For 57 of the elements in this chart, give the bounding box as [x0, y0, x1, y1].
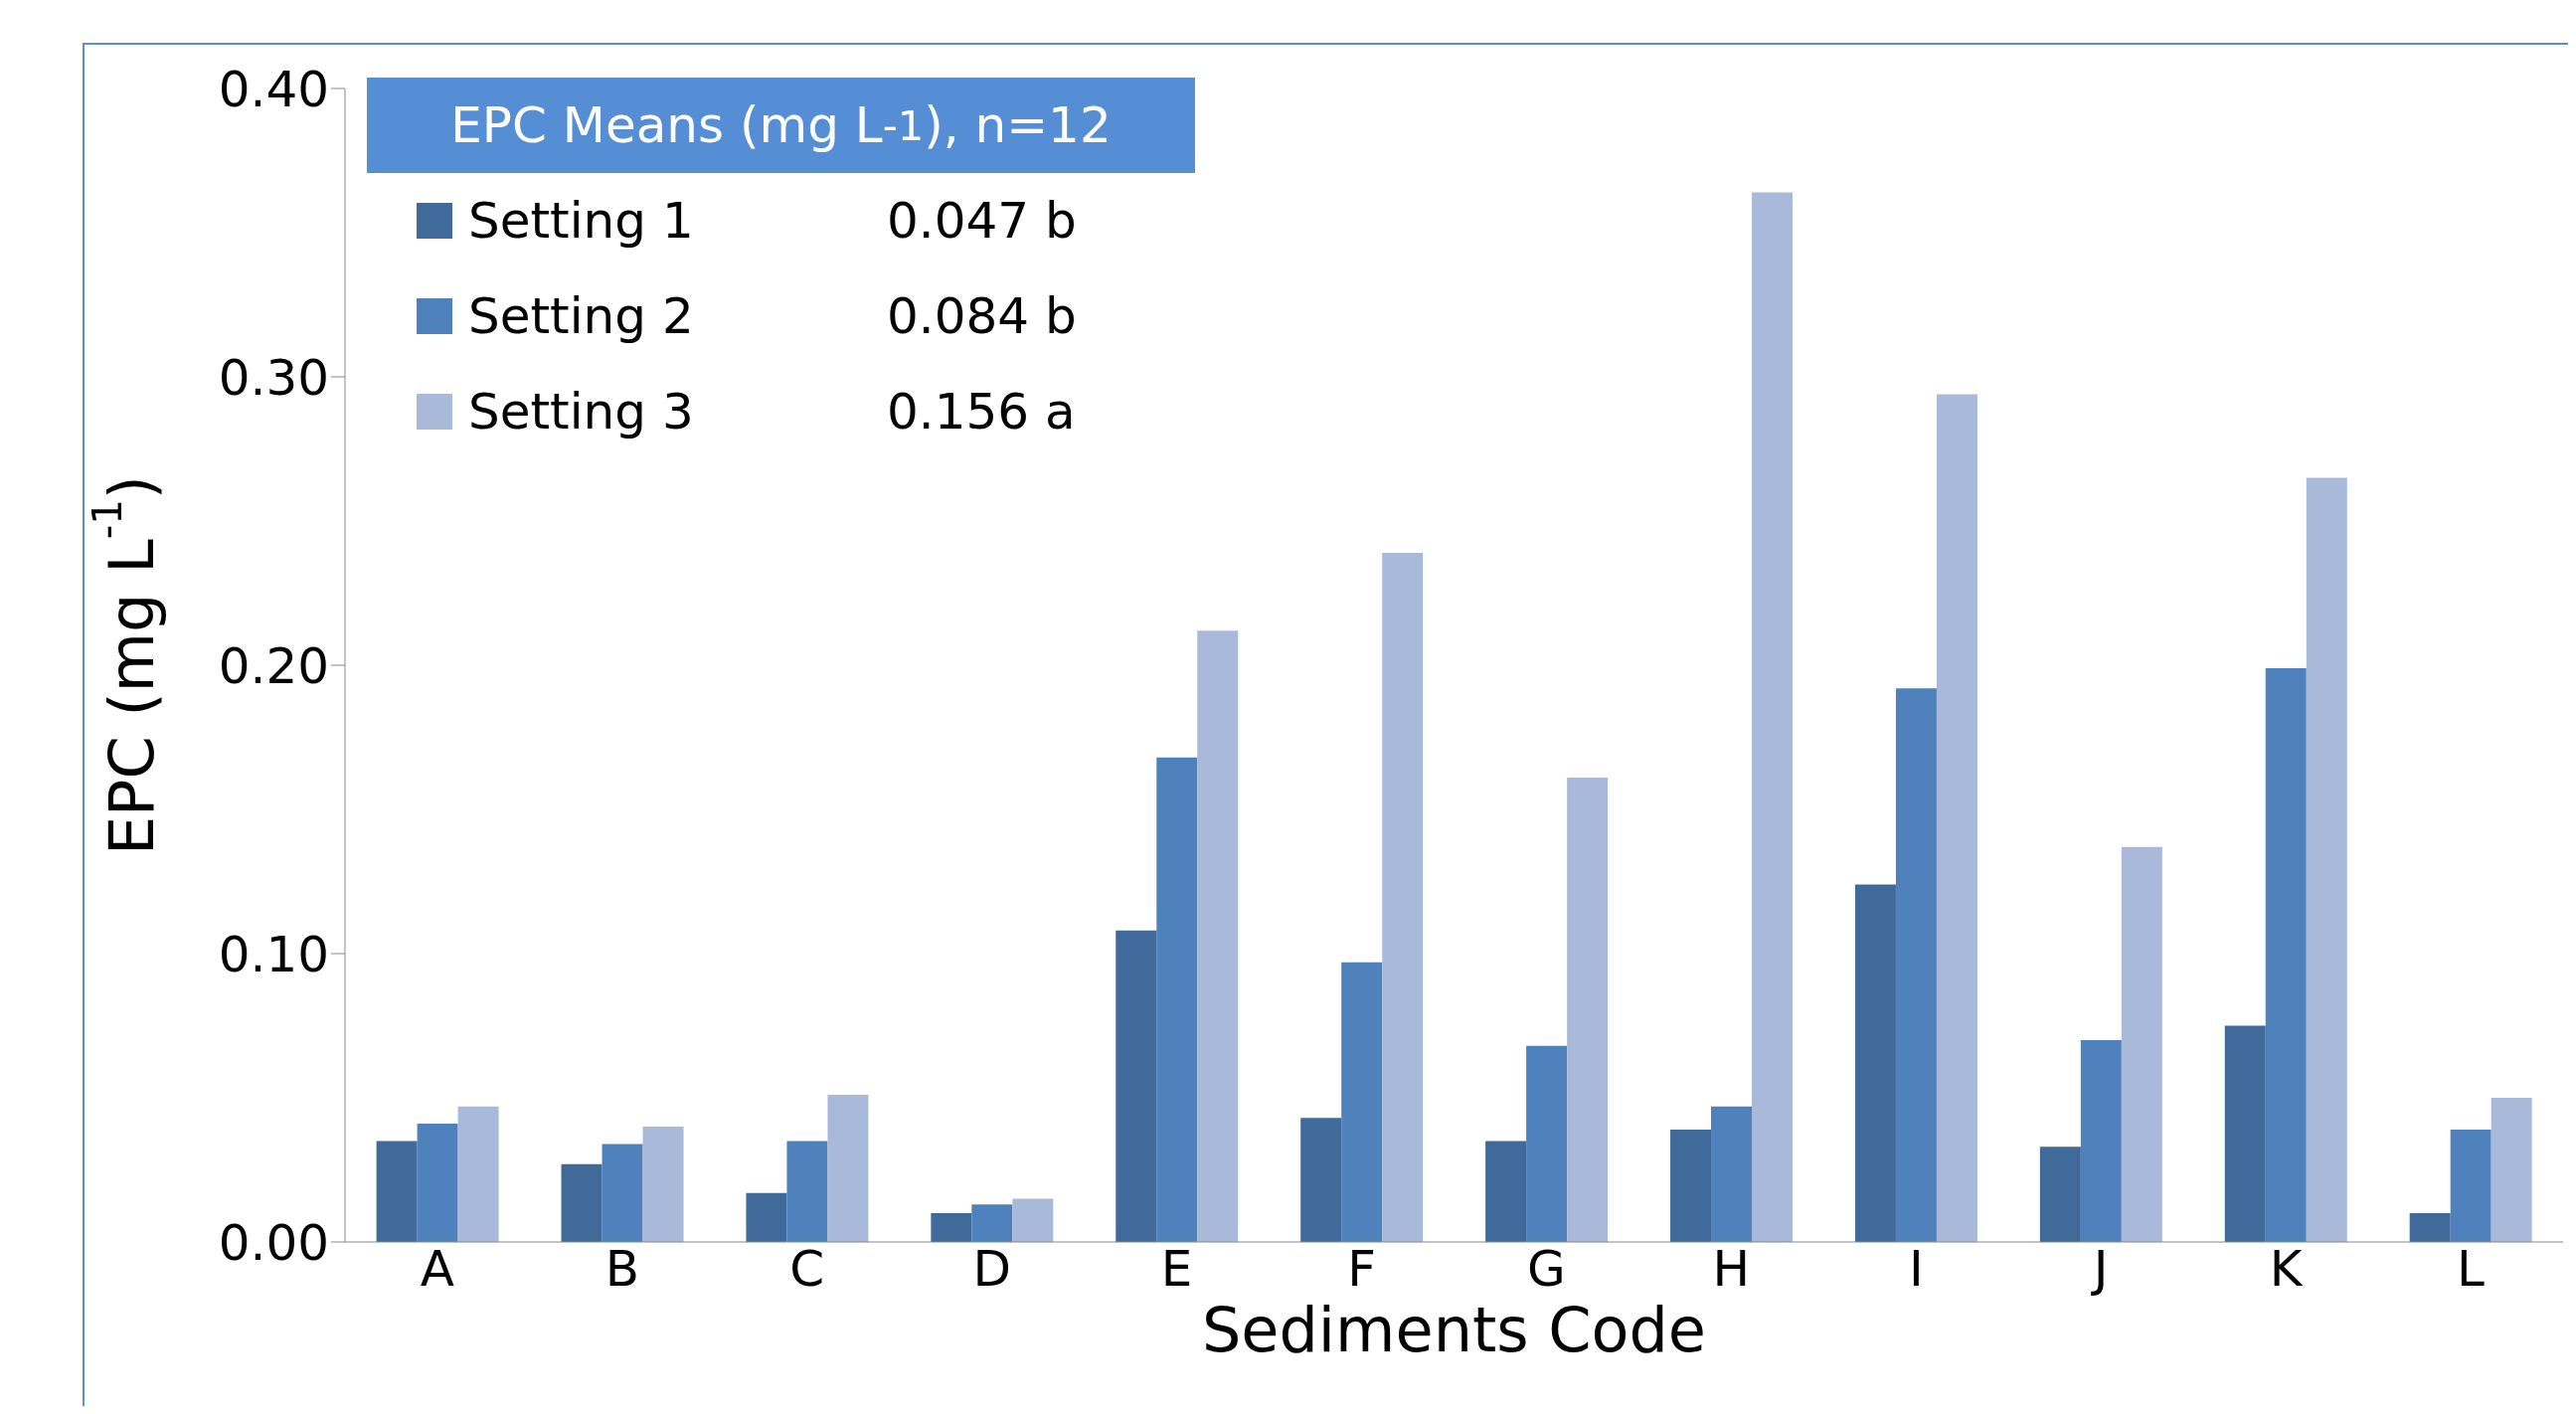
x-tick-label: B: [604, 1239, 640, 1298]
bar: [786, 1141, 828, 1242]
bar: [642, 1127, 684, 1242]
legend-label: Setting 2: [468, 287, 695, 345]
bar: [746, 1192, 787, 1242]
annotation: 0.156 a: [887, 383, 1076, 441]
bar: [1752, 192, 1794, 1242]
bar: [601, 1144, 643, 1242]
bar: [1300, 1118, 1342, 1242]
bar: [1012, 1198, 1054, 1242]
legend-label: Setting 1: [468, 192, 695, 250]
bar: [1526, 1045, 1568, 1242]
bar: [2490, 1098, 2532, 1242]
annotation: 0.084 b: [887, 287, 1077, 345]
y-tick-label: 0.40: [218, 60, 329, 118]
bar: [2265, 667, 2307, 1242]
bar: [1854, 884, 1896, 1242]
y-tick-label: 0.20: [218, 636, 329, 695]
bar: [457, 1106, 499, 1242]
x-tick-label: E: [1160, 1239, 1193, 1298]
x-tick-label: L: [2457, 1239, 2486, 1298]
bar: [2039, 1147, 2081, 1242]
bar: [1485, 1141, 1527, 1242]
bar: [1711, 1106, 1753, 1242]
bar: [1936, 394, 1977, 1242]
y-tick-label: 0.30: [218, 348, 329, 407]
bar: [2224, 1025, 2266, 1242]
bar: [2450, 1129, 2491, 1242]
bar: [971, 1204, 1013, 1242]
bar: [376, 1141, 418, 1242]
bar: [2306, 477, 2347, 1242]
x-tick-label: H: [1712, 1239, 1751, 1298]
bar: [2409, 1213, 2451, 1242]
bar: [1341, 962, 1383, 1242]
x-tick-label: A: [420, 1239, 455, 1298]
x-tick-label: D: [972, 1239, 1011, 1298]
bar: [1567, 778, 1609, 1242]
x-tick-label: C: [789, 1239, 825, 1298]
annotation: 0.047 b: [887, 192, 1077, 250]
legend-label: Setting 3: [468, 383, 695, 441]
y-tick-label: 0.10: [218, 925, 329, 983]
bar: [1116, 930, 1157, 1242]
x-tick-label: I: [1908, 1239, 1924, 1298]
bar: [1670, 1129, 1712, 1242]
bar: [827, 1095, 869, 1242]
bar: [931, 1213, 972, 1242]
bar: [2121, 846, 2162, 1242]
x-tick-label: J: [2090, 1239, 2109, 1298]
y-tick-label: 0.00: [218, 1213, 329, 1272]
bar: [1895, 688, 1937, 1242]
bar: [1156, 757, 1198, 1242]
bar: [2080, 1040, 2122, 1242]
bar: [1382, 552, 1424, 1242]
bar: [1197, 630, 1239, 1242]
bar: [561, 1163, 602, 1242]
x-tick-label: K: [2269, 1239, 2304, 1298]
bar: [417, 1124, 458, 1242]
